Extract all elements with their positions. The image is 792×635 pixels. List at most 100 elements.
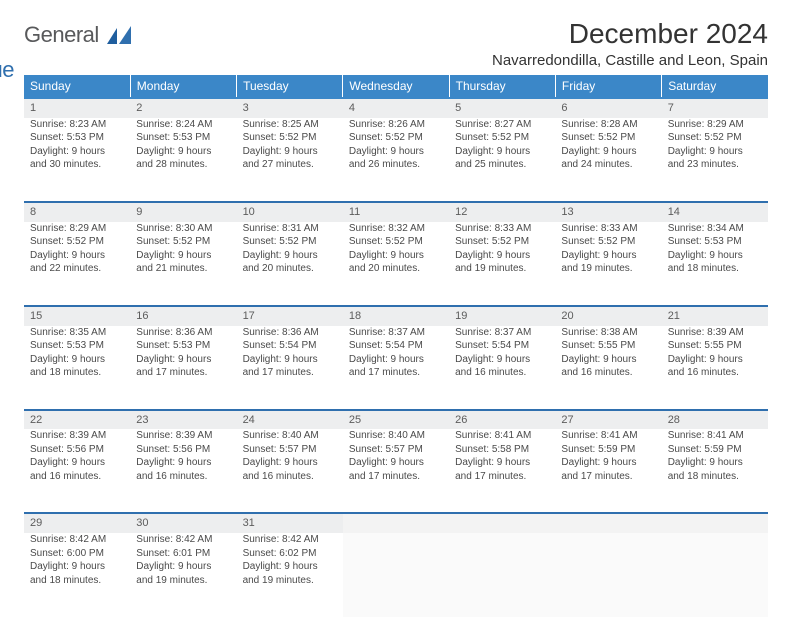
sunrise-line: Sunrise: 8:29 AM: [668, 118, 762, 132]
day-number-cell: 1: [24, 98, 130, 118]
daylight-line: and 28 minutes.: [136, 158, 230, 172]
logo: General Blue: [24, 18, 133, 63]
day-body-cell: Sunrise: 8:38 AMSunset: 5:55 PMDaylight:…: [555, 326, 661, 410]
day-number-cell: 10: [237, 202, 343, 222]
day-body-cell: [449, 533, 555, 617]
day-number-cell: 15: [24, 306, 130, 326]
day-body-cell: Sunrise: 8:24 AMSunset: 5:53 PMDaylight:…: [130, 118, 236, 202]
day-body-cell: Sunrise: 8:41 AMSunset: 5:59 PMDaylight:…: [555, 429, 661, 513]
daylight-line: and 22 minutes.: [30, 262, 124, 276]
daylight-line: and 19 minutes.: [136, 574, 230, 588]
daylight-line: and 17 minutes.: [561, 470, 655, 484]
day-body-cell: Sunrise: 8:37 AMSunset: 5:54 PMDaylight:…: [343, 326, 449, 410]
daylight-line: and 24 minutes.: [561, 158, 655, 172]
sunset-line: Sunset: 5:57 PM: [243, 443, 337, 457]
day-body-cell: Sunrise: 8:42 AMSunset: 6:02 PMDaylight:…: [237, 533, 343, 617]
logo-sail-icon: [107, 26, 133, 47]
daylight-line: Daylight: 9 hours: [455, 249, 549, 263]
day-number-row: 891011121314: [24, 202, 768, 222]
sunrise-line: Sunrise: 8:26 AM: [349, 118, 443, 132]
daylight-line: and 16 minutes.: [561, 366, 655, 380]
daylight-line: Daylight: 9 hours: [30, 353, 124, 367]
sunrise-line: Sunrise: 8:36 AM: [243, 326, 337, 340]
day-body-cell: Sunrise: 8:33 AMSunset: 5:52 PMDaylight:…: [449, 222, 555, 306]
sunset-line: Sunset: 5:54 PM: [349, 339, 443, 353]
daylight-line: and 18 minutes.: [30, 366, 124, 380]
day-body-cell: Sunrise: 8:23 AMSunset: 5:53 PMDaylight:…: [24, 118, 130, 202]
daylight-line: Daylight: 9 hours: [455, 353, 549, 367]
sunrise-line: Sunrise: 8:24 AM: [136, 118, 230, 132]
month-title: December 2024: [492, 18, 768, 50]
sunrise-line: Sunrise: 8:39 AM: [668, 326, 762, 340]
daylight-line: and 16 minutes.: [30, 470, 124, 484]
daylight-line: Daylight: 9 hours: [136, 353, 230, 367]
day-number-cell: 17: [237, 306, 343, 326]
sunrise-line: Sunrise: 8:37 AM: [455, 326, 549, 340]
sunset-line: Sunset: 5:53 PM: [30, 339, 124, 353]
daylight-line: and 17 minutes.: [136, 366, 230, 380]
sunset-line: Sunset: 5:53 PM: [668, 235, 762, 249]
sunrise-line: Sunrise: 8:32 AM: [349, 222, 443, 236]
sunset-line: Sunset: 5:55 PM: [561, 339, 655, 353]
daylight-line: Daylight: 9 hours: [243, 145, 337, 159]
daylight-line: Daylight: 9 hours: [349, 456, 443, 470]
day-body-cell: Sunrise: 8:29 AMSunset: 5:52 PMDaylight:…: [662, 118, 768, 202]
location-subtitle: Navarredondilla, Castille and Leon, Spai…: [492, 52, 768, 69]
daylight-line: Daylight: 9 hours: [349, 145, 443, 159]
sunset-line: Sunset: 6:02 PM: [243, 547, 337, 561]
sunset-line: Sunset: 5:52 PM: [455, 235, 549, 249]
day-body-cell: Sunrise: 8:39 AMSunset: 5:56 PMDaylight:…: [24, 429, 130, 513]
sunrise-line: Sunrise: 8:36 AM: [136, 326, 230, 340]
daylight-line: and 19 minutes.: [561, 262, 655, 276]
day-body-cell: Sunrise: 8:37 AMSunset: 5:54 PMDaylight:…: [449, 326, 555, 410]
sunrise-line: Sunrise: 8:35 AM: [30, 326, 124, 340]
sunset-line: Sunset: 5:54 PM: [455, 339, 549, 353]
daylight-line: Daylight: 9 hours: [136, 145, 230, 159]
sunrise-line: Sunrise: 8:33 AM: [455, 222, 549, 236]
sunset-line: Sunset: 5:52 PM: [561, 131, 655, 145]
day-body-row: Sunrise: 8:35 AMSunset: 5:53 PMDaylight:…: [24, 326, 768, 410]
daylight-line: Daylight: 9 hours: [455, 456, 549, 470]
daylight-line: and 18 minutes.: [30, 574, 124, 588]
sunset-line: Sunset: 5:52 PM: [668, 131, 762, 145]
daylight-line: Daylight: 9 hours: [561, 353, 655, 367]
daylight-line: Daylight: 9 hours: [561, 145, 655, 159]
weekday-header: Wednesday: [343, 75, 449, 98]
day-number-cell: 31: [237, 513, 343, 533]
daylight-line: and 19 minutes.: [243, 574, 337, 588]
sunrise-line: Sunrise: 8:39 AM: [136, 429, 230, 443]
sunset-line: Sunset: 5:59 PM: [561, 443, 655, 457]
day-number-cell: 26: [449, 410, 555, 430]
day-number-cell: 22: [24, 410, 130, 430]
daylight-line: and 17 minutes.: [349, 366, 443, 380]
daylight-line: and 21 minutes.: [136, 262, 230, 276]
sunset-line: Sunset: 5:57 PM: [349, 443, 443, 457]
day-body-cell: Sunrise: 8:35 AMSunset: 5:53 PMDaylight:…: [24, 326, 130, 410]
day-body-cell: Sunrise: 8:36 AMSunset: 5:54 PMDaylight:…: [237, 326, 343, 410]
sunset-line: Sunset: 5:53 PM: [30, 131, 124, 145]
sunset-line: Sunset: 5:52 PM: [136, 235, 230, 249]
sunset-line: Sunset: 5:53 PM: [136, 131, 230, 145]
weekday-header-row: Sunday Monday Tuesday Wednesday Thursday…: [24, 75, 768, 98]
day-number-cell: 7: [662, 98, 768, 118]
weekday-header: Sunday: [24, 75, 130, 98]
daylight-line: and 25 minutes.: [455, 158, 549, 172]
day-number-cell: 14: [662, 202, 768, 222]
daylight-line: Daylight: 9 hours: [349, 353, 443, 367]
daylight-line: Daylight: 9 hours: [30, 560, 124, 574]
sunset-line: Sunset: 5:56 PM: [136, 443, 230, 457]
weekday-header: Thursday: [449, 75, 555, 98]
day-body-cell: Sunrise: 8:30 AMSunset: 5:52 PMDaylight:…: [130, 222, 236, 306]
daylight-line: Daylight: 9 hours: [349, 249, 443, 263]
day-number-cell: 18: [343, 306, 449, 326]
day-body-cell: Sunrise: 8:31 AMSunset: 5:52 PMDaylight:…: [237, 222, 343, 306]
day-body-cell: Sunrise: 8:39 AMSunset: 5:56 PMDaylight:…: [130, 429, 236, 513]
day-number-cell: [555, 513, 661, 533]
calendar-body: 1234567Sunrise: 8:23 AMSunset: 5:53 PMDa…: [24, 98, 768, 617]
sunset-line: Sunset: 5:52 PM: [561, 235, 655, 249]
daylight-line: and 18 minutes.: [668, 262, 762, 276]
day-number-row: 1234567: [24, 98, 768, 118]
daylight-line: Daylight: 9 hours: [136, 456, 230, 470]
daylight-line: and 19 minutes.: [455, 262, 549, 276]
daylight-line: and 30 minutes.: [30, 158, 124, 172]
